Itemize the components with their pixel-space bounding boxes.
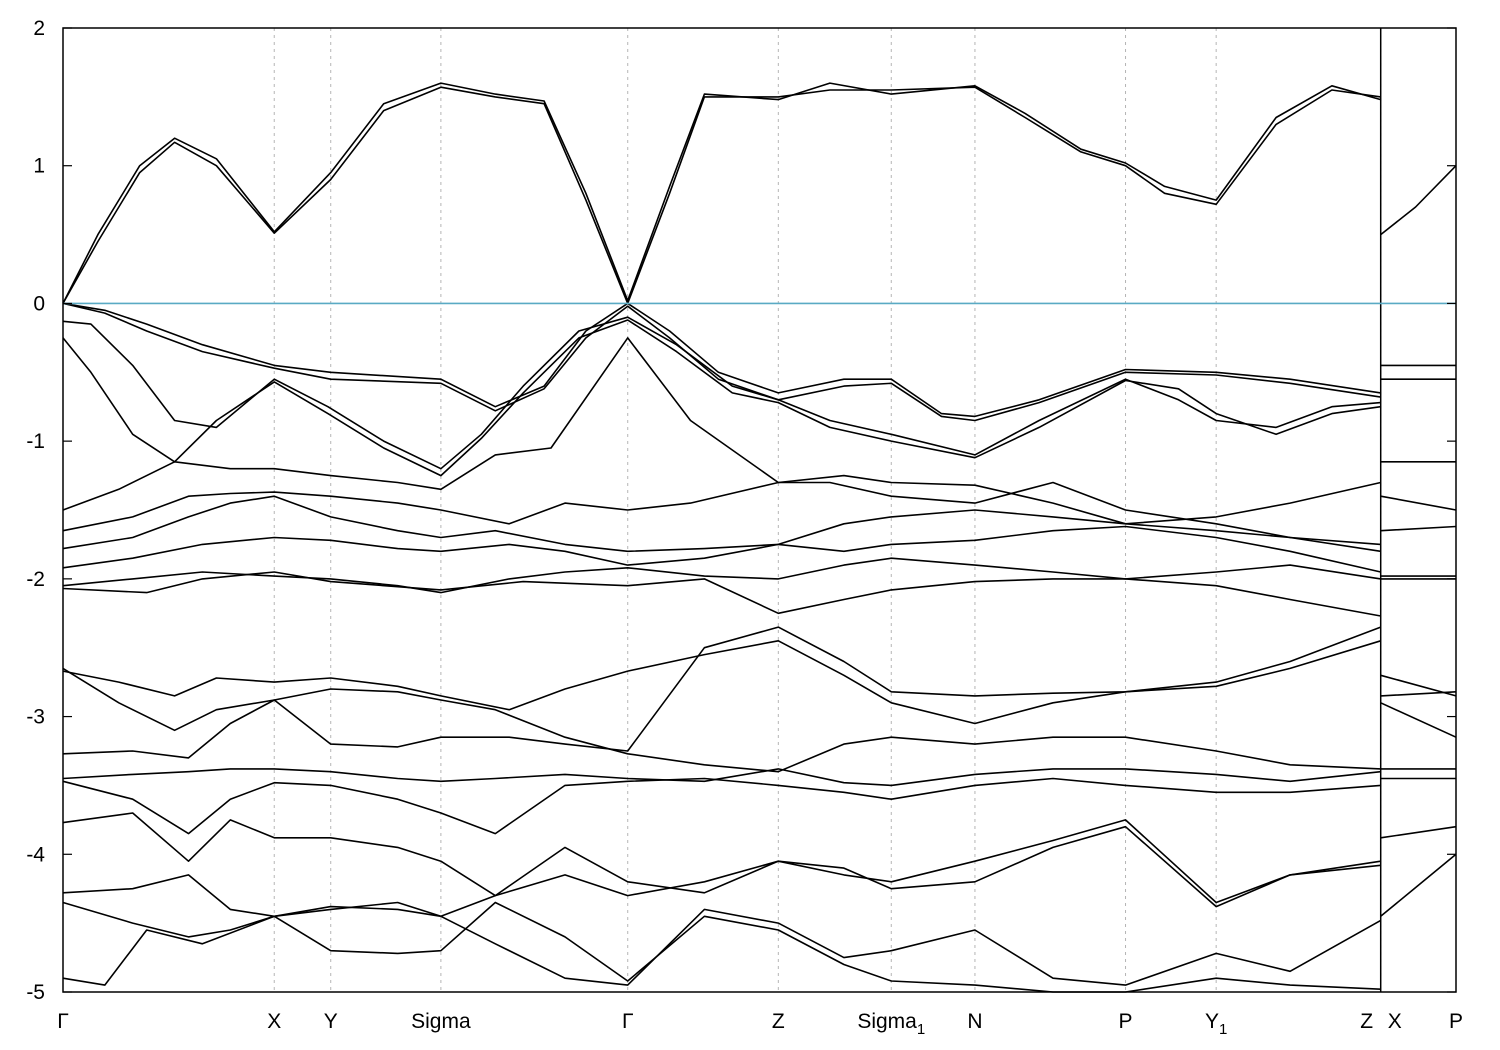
y-tick-label: -1 — [26, 430, 45, 453]
x-tick-label: P — [1119, 1010, 1133, 1033]
band-line-7 — [62, 474, 1457, 532]
y-axis: 2 1 0 -1 -2 -3 -4 -5 — [26, 17, 1456, 1004]
band-line-6 — [62, 337, 1456, 553]
x-tick-label: Sigma — [411, 1010, 471, 1033]
x-axis: Γ X Y Sigma Γ Z Sigma1 N P Y1 Z X P — [57, 1010, 1463, 1038]
y-tick-label: -5 — [26, 981, 45, 1004]
band-line-17 — [62, 812, 1457, 908]
x-tick-label: Z — [1360, 1010, 1373, 1033]
y-tick-label: 2 — [33, 17, 45, 40]
y-tick-label: -2 — [26, 568, 45, 591]
band-line-3 — [62, 302, 1456, 422]
x-tick-label-text: Γ — [622, 1010, 634, 1033]
band-line-1 — [62, 82, 1381, 304]
x-tick-label: Γ — [622, 1010, 634, 1033]
x-tick-label-subscript: 1 — [1219, 1021, 1227, 1038]
x-tick-label-text: Y — [1205, 1010, 1219, 1033]
band-line-11 — [62, 571, 1381, 617]
plot-frame — [62, 27, 1457, 993]
band-line-4 — [62, 316, 1381, 470]
band-line-16 — [62, 777, 1456, 835]
band-lines — [62, 82, 1457, 993]
x-tick-label: Y1 — [1205, 1010, 1227, 1038]
x-tick-label-text: X — [1388, 1010, 1402, 1033]
band-line-18 — [62, 819, 1457, 918]
x-tick-label-text: P — [1449, 1010, 1463, 1033]
x-tick-label: Y — [324, 1010, 338, 1033]
band-line-8 — [62, 495, 1457, 553]
band-line-10 — [62, 557, 1456, 594]
x-tick-label-text: X — [267, 1010, 281, 1033]
x-tick-label: P — [1449, 1010, 1463, 1033]
band-line-13 — [62, 640, 1457, 725]
x-tick-label-text: Sigma — [857, 1010, 917, 1033]
band-line-12 — [62, 626, 1457, 752]
y-tick-label: 0 — [33, 292, 45, 315]
grid-lines — [273, 28, 1382, 992]
x-tick-label-text: P — [1119, 1010, 1133, 1033]
band-line-5 — [62, 319, 1381, 477]
y-tick-label: 1 — [33, 155, 45, 178]
x-tick-label-text: Z — [1360, 1010, 1373, 1033]
x-tick-label-text: Z — [772, 1010, 785, 1033]
x-tick-label-text: Y — [324, 1010, 338, 1033]
x-tick-label: Γ — [57, 1010, 69, 1033]
x-tick-label: Z — [772, 1010, 785, 1033]
band-line-15 — [62, 768, 1456, 787]
band-line-0 — [62, 86, 1457, 305]
y-tick-label: -4 — [26, 843, 45, 866]
x-tick-label: N — [967, 1010, 982, 1033]
x-tick-label-text: N — [967, 1010, 982, 1033]
x-tick-label: Sigma1 — [857, 1010, 925, 1038]
x-tick-label-text: Sigma — [411, 1010, 471, 1033]
x-tick-label: X — [1388, 1010, 1402, 1033]
x-tick-label: X — [267, 1010, 281, 1033]
x-tick-label-text: Γ — [57, 1010, 69, 1033]
band-line-20 — [62, 901, 1381, 993]
band-line-14 — [62, 688, 1457, 773]
band-line-9 — [62, 525, 1456, 577]
x-tick-label-subscript: 1 — [917, 1021, 925, 1038]
y-tick-label: -3 — [26, 706, 45, 729]
band-line-19 — [62, 901, 1382, 986]
band-line-2 — [62, 302, 1456, 418]
